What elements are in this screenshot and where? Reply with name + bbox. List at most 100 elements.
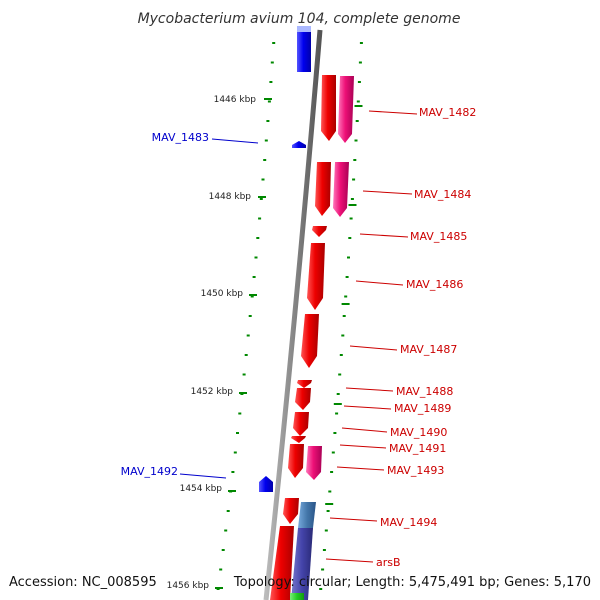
inner-tick-track-dot	[231, 471, 235, 473]
gene-label-arsb[interactable]: arsB	[376, 556, 401, 569]
gene-label-mav-1493[interactable]: MAV_1493	[387, 464, 444, 477]
outer-tick-track-dot	[326, 510, 330, 512]
leader-mav-1485	[359, 233, 409, 238]
inner-tick-track-dot	[267, 100, 271, 103]
leader-arsb	[325, 558, 374, 563]
outer-tick-track-dot	[355, 120, 359, 122]
gene-arrow-mav-1490	[293, 412, 309, 436]
outer-tick-track-dot	[330, 471, 334, 473]
leader-mav-1486	[355, 280, 404, 286]
gene-label-mav-1489[interactable]: MAV_1489	[394, 402, 451, 415]
leader-mav-1482	[368, 110, 418, 115]
gene-label-mav-1491[interactable]: MAV_1491	[389, 442, 446, 455]
leader-mav-1488	[345, 387, 394, 392]
outer-tick-track-dot	[322, 549, 326, 551]
inner-tick-track-dot	[269, 81, 273, 83]
inner-tick-track-dot	[219, 568, 223, 571]
leader-mav-1490	[341, 427, 388, 433]
gene-label-mav-1482[interactable]: MAV_1482	[419, 106, 476, 119]
leader-mav-1492	[179, 473, 227, 479]
outer-tick-track-dot	[357, 81, 361, 83]
outer-tick-track-dot	[352, 178, 356, 181]
inner-tick-track-dot	[238, 412, 242, 415]
inner-tick-track-dot	[261, 178, 265, 181]
outer-tick-track-dot	[319, 588, 323, 590]
outer-tick-track-dot	[338, 373, 342, 376]
outer-major-tick	[341, 303, 350, 305]
leader-mav-1494	[329, 517, 378, 522]
outer-tick-track-dot	[347, 256, 350, 259]
gene-arrow-mav-1482	[321, 75, 336, 141]
gene-label-mav-1494[interactable]: MAV_1494	[380, 516, 437, 529]
outer-major-tick	[325, 503, 334, 505]
inner-tick-track-dot	[266, 120, 270, 122]
inner-tick-track-dot	[270, 61, 274, 64]
feature-green	[290, 593, 304, 600]
accession-text: Accession: NC_008595	[9, 575, 157, 590]
gene-label-mav-1486[interactable]: MAV_1486	[406, 278, 463, 291]
inner-tick-track-dot	[244, 354, 248, 356]
gene-arrow-mav-1491	[291, 436, 306, 443]
gene-label-mav-1484[interactable]: MAV_1484	[414, 188, 471, 201]
gene-label-mav-1485[interactable]: MAV_1485	[410, 230, 467, 243]
tick-tracks	[216, 42, 363, 590]
scale-label-1452: 1452 kbp	[191, 387, 234, 397]
outer-tick-track-dot	[321, 568, 325, 571]
outer-tick-track-dot	[359, 42, 363, 44]
scale-ticks	[215, 98, 272, 589]
outer-tick-track-dot	[348, 237, 352, 239]
outer-tick-track-dot	[339, 354, 343, 356]
gene-arrow-mav-1484	[315, 162, 331, 216]
outer-tick-track-dot	[331, 451, 335, 454]
feature-track	[290, 76, 354, 600]
outer-tick-track-dot	[336, 393, 340, 395]
scale-label-1454: 1454 kbp	[180, 484, 223, 494]
outer-tick-track-dot	[350, 198, 354, 200]
leader-mav-1491	[339, 444, 387, 449]
leader-mav-1483	[211, 138, 259, 144]
gene-arrow-mav-1483	[292, 141, 306, 148]
inner-tick-track-dot	[259, 198, 263, 200]
outer-tick-track-dot	[333, 432, 337, 434]
inner-tick-track-dot	[256, 237, 260, 239]
inner-tick-track-dot	[226, 510, 230, 512]
gene-label-mav-1490[interactable]: MAV_1490	[390, 426, 447, 439]
map-title: Mycobacterium avium 104, complete genome	[138, 11, 461, 27]
outer-tick-track-dot	[328, 490, 332, 493]
inner-tick-track-dot	[248, 315, 252, 317]
leader-mav-1493	[336, 466, 385, 471]
outer-tick-track-dot	[358, 61, 362, 64]
outer-tick-track-dot	[356, 100, 360, 103]
gene-label-mav-1488[interactable]: MAV_1488	[396, 385, 453, 398]
inner-tick-track-dot	[236, 432, 239, 434]
inner-tick-track-dot	[233, 451, 237, 454]
feature-pink-3	[306, 446, 322, 480]
outer-tick-track-dot	[345, 276, 349, 278]
inner-tick-track-dot	[272, 42, 276, 44]
leader-mav-1484	[362, 190, 413, 195]
gene-label-mav-1492[interactable]: MAV_1492	[121, 465, 178, 478]
gene-arrow-blue-top-cap	[297, 26, 311, 32]
inner-tick-track-dot	[254, 256, 258, 259]
scale-label-1446: 1446 kbp	[214, 95, 257, 105]
topology-text: Topology: circular; Length: 5,475,491 bp…	[233, 575, 591, 590]
gene-label-mav-1483[interactable]: MAV_1483	[152, 131, 209, 144]
outer-tick-track-dot	[349, 217, 353, 220]
gene-arrow-blue-top	[297, 30, 311, 72]
feature-steel	[298, 502, 316, 528]
leader-mav-1489	[343, 405, 392, 410]
inner-tick-track-dot	[250, 295, 254, 298]
forward-strand-features	[259, 26, 311, 492]
outer-tick-track-dot	[354, 139, 358, 142]
outer-tick-track-dot	[324, 529, 328, 532]
leader-mav-1487	[349, 345, 398, 351]
genome-backbone	[263, 29, 323, 600]
gene-arrow-mav-1486	[307, 243, 325, 310]
inner-tick-track-dot	[221, 549, 225, 551]
scale-labels: 1446 kbp 1448 kbp 1450 kbp 1452 kbp 1454…	[167, 95, 257, 591]
gene-arrow-mav-1488	[297, 380, 312, 388]
outer-tick-track-dot	[344, 295, 348, 298]
gene-label-mav-1487[interactable]: MAV_1487	[400, 343, 457, 356]
outer-major-tick	[333, 403, 342, 405]
